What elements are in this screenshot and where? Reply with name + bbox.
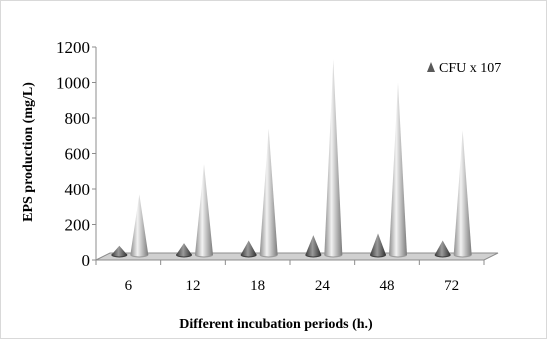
cone-bar-series-2 (324, 59, 343, 258)
x-tick-label: 6 (125, 278, 133, 294)
cone-bar-series-1 (434, 240, 451, 258)
cone-bar-series-1 (305, 235, 322, 258)
cone-body (453, 130, 472, 257)
cone-body (324, 59, 343, 257)
cone-bar-series-2 (195, 164, 213, 258)
cone-body (130, 194, 149, 257)
cone-body (240, 240, 257, 257)
y-tick-label: 200 (65, 216, 91, 235)
cone-body (176, 243, 192, 257)
cone-body (389, 82, 407, 257)
y-tick-label: 600 (65, 145, 91, 164)
cone-bar-series-2 (389, 82, 407, 258)
cone-body (305, 235, 322, 257)
cone-bar-series-2 (259, 128, 278, 258)
legend-marker-icon (427, 62, 435, 72)
cone-bar-series-2 (453, 130, 472, 258)
x-tick-label: 24 (315, 278, 331, 294)
y-tick-label: 0 (82, 251, 91, 270)
marks-layer (111, 59, 472, 258)
x-tick-label: 72 (444, 278, 459, 294)
legend: CFU x 107 (427, 61, 501, 76)
cone-bar-series-1 (370, 233, 386, 258)
cone-bar-series-1 (176, 243, 192, 258)
x-tick-label: 48 (380, 278, 395, 294)
y-axis-title: EPS production (mg/L) (21, 82, 36, 222)
x-axis-title: Different incubation periods (h.) (179, 317, 373, 332)
cone-body (195, 164, 213, 257)
cone-body (259, 128, 278, 257)
cone-bar-series-1 (240, 240, 257, 258)
cone-body (111, 245, 128, 257)
y-tick-label: 1200 (56, 38, 90, 57)
legend-label: CFU x 107 (439, 61, 501, 76)
y-tick-label: 400 (65, 180, 91, 199)
cone-bar-series-1 (111, 245, 128, 258)
cone-body (434, 240, 451, 257)
cone-body (370, 233, 386, 257)
y-tick-label: 800 (65, 109, 91, 128)
y-tick-label: 1000 (56, 74, 90, 93)
x-tick-label: 12 (186, 278, 201, 294)
cone-bar-series-2 (130, 194, 149, 258)
x-tick-label: 18 (250, 278, 265, 294)
